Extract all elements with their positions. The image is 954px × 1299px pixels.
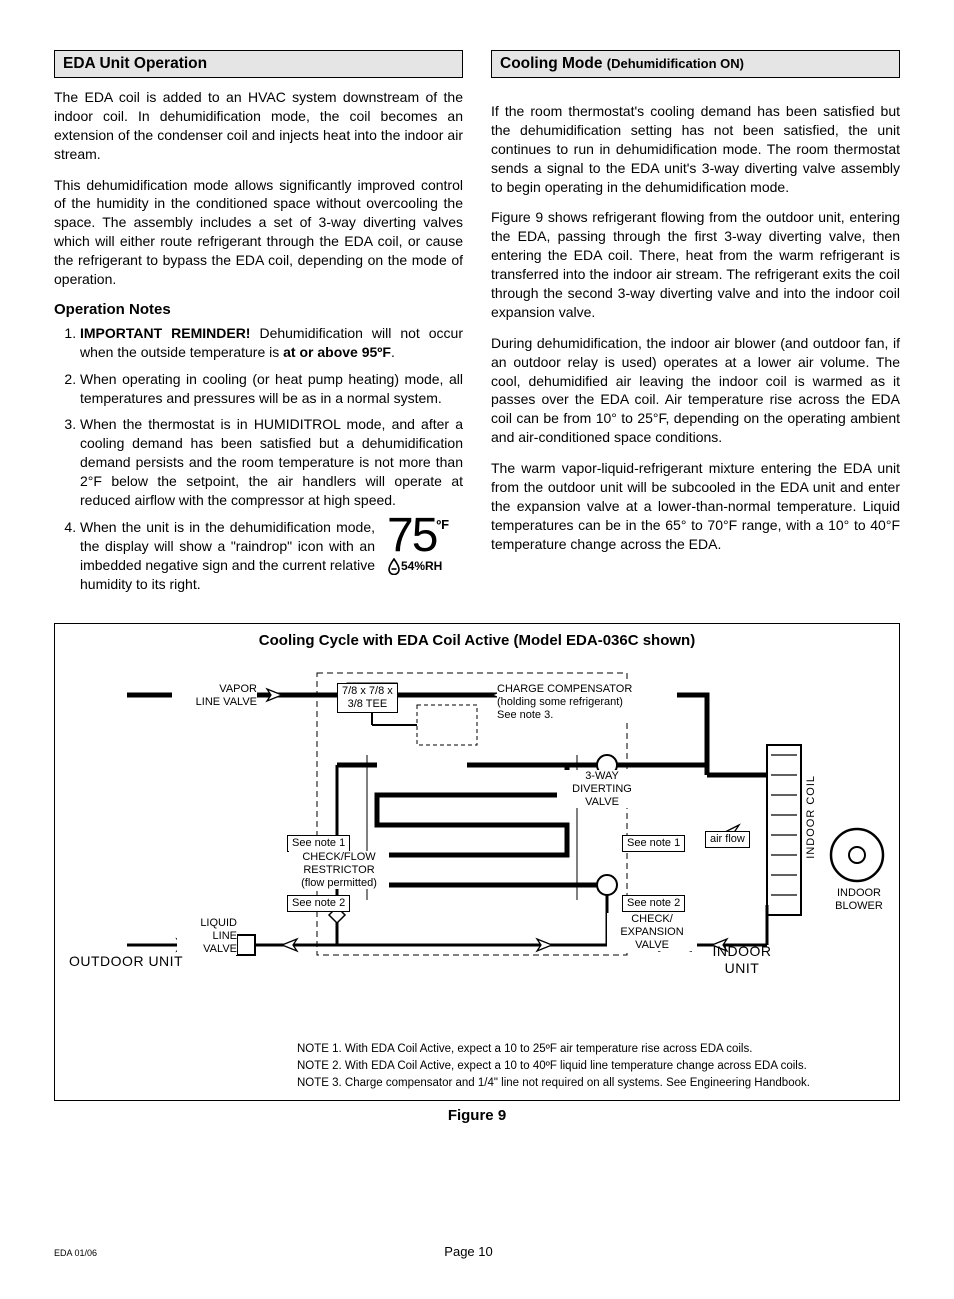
label-tee: 7/8 x 7/8 x3/8 TEE [337, 683, 398, 712]
right-paragraph-2: Figure 9 shows refrigerant flowing from … [491, 208, 900, 321]
thermostat-rh-value: 54%RH [401, 558, 442, 574]
figure-note-3: NOTE 3. Charge compensator and 1/4" line… [297, 1075, 887, 1092]
operation-note-1: IMPORTANT REMINDER! Dehumidification wil… [80, 324, 463, 362]
label-see-note-1a: See note 1 [287, 835, 350, 852]
figure-title: Cooling Cycle with EDA Coil Active (Mode… [67, 632, 887, 649]
left-column: EDA Unit Operation The EDA coil is added… [54, 50, 463, 601]
label-see-note-2b: See note 2 [622, 895, 685, 912]
note1-bold2: at or above 95ºF [283, 344, 391, 360]
label-3way-valve: 3-WAYDIVERTINGVALVE [557, 770, 647, 808]
two-column-layout: EDA Unit Operation The EDA coil is added… [54, 50, 900, 601]
figure-caption: Figure 9 [54, 1107, 900, 1124]
operation-note-4: When the unit is in the dehumidification… [80, 518, 463, 594]
label-outdoor-unit: OUTDOOR UNIT [69, 953, 183, 969]
left-paragraph-1: The EDA coil is added to an HVAC system … [54, 88, 463, 164]
thermostat-deg: ºF [436, 516, 449, 534]
operation-note-2: When operating in cooling (or heat pump … [80, 370, 463, 408]
right-paragraph-3: During dehumidification, the indoor air … [491, 334, 900, 447]
label-check-flow-restrictor: CHECK/FLOWRESTRICTOR(flow permitted) [289, 851, 389, 889]
right-column: Cooling Mode (Dehumidification ON) If th… [491, 50, 900, 601]
footer-left: EDA 01/06 [54, 1248, 97, 1258]
operation-notes-subhead: Operation Notes [54, 301, 463, 318]
label-charge-compensator: CHARGE COMPENSATOR(holding some refriger… [497, 683, 677, 721]
right-paragraph-1: If the room thermostat's cooling demand … [491, 102, 900, 196]
cooling-mode-header-sub: (Dehumidification ON) [607, 56, 744, 71]
label-see-note-2a: See note 2 [287, 895, 350, 912]
thermostat-rh-row: 54%RH [387, 558, 467, 574]
thermostat-display-icon: 75ºF 54%RH [387, 512, 467, 596]
label-indoor-coil: INDOOR COIL [805, 775, 817, 859]
note4-text: When the unit is in the dehumidification… [80, 519, 375, 592]
figure-notes: NOTE 1. With EDA Coil Active, expect a 1… [297, 1041, 887, 1091]
page-footer: EDA 01/06 Page 10 [54, 1244, 900, 1259]
eda-unit-operation-header: EDA Unit Operation [54, 50, 463, 78]
label-check-expansion-valve: CHECK/EXPANSIONVALVE [607, 913, 697, 951]
thermostat-temp: 75 [387, 512, 436, 560]
page: EDA Unit Operation The EDA coil is added… [0, 0, 954, 1299]
cooling-mode-header: Cooling Mode (Dehumidification ON) [491, 50, 900, 78]
label-indoor-unit: INDOORUNIT [707, 943, 777, 975]
label-indoor-blower: INDOORBLOWER [829, 887, 889, 912]
footer-center: Page 10 [444, 1244, 492, 1259]
operation-note-3: When the thermostat is in HUMIDITROL mod… [80, 415, 463, 509]
label-air-flow: air flow [705, 831, 750, 848]
refrigerant-diagram: VAPORLINE VALVE 7/8 x 7/8 x3/8 TEE CHARG… [67, 655, 887, 1035]
operation-notes-list: IMPORTANT REMINDER! Dehumidification wil… [54, 324, 463, 594]
left-paragraph-2: This dehumidification mode allows signif… [54, 176, 463, 289]
raindrop-icon [387, 558, 399, 574]
cooling-mode-header-main: Cooling Mode [500, 55, 607, 72]
note1-period: . [391, 344, 395, 360]
label-see-note-1b: See note 1 [622, 835, 685, 852]
note1-lead: IMPORTANT REMINDER! [80, 325, 250, 341]
figure-note-1: NOTE 1. With EDA Coil Active, expect a 1… [297, 1041, 887, 1058]
label-liquid-line-valve: LIQUIDLINEVALVE [177, 917, 237, 955]
figure-9-box: Cooling Cycle with EDA Coil Active (Mode… [54, 623, 900, 1100]
label-vapor-line-valve: VAPORLINE VALVE [172, 683, 257, 708]
figure-note-2: NOTE 2. With EDA Coil Active, expect a 1… [297, 1058, 887, 1075]
right-paragraph-4: The warm vapor-liquid-refrigerant mixtur… [491, 459, 900, 553]
